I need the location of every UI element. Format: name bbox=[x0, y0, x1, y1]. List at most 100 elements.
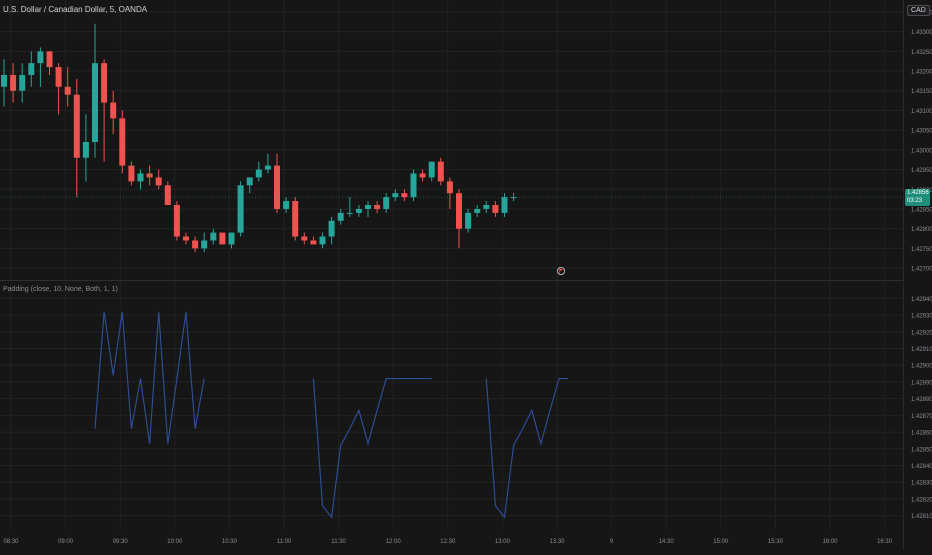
candle[interactable] bbox=[82, 114, 89, 182]
candle-body[interactable] bbox=[274, 165, 280, 209]
candle[interactable] bbox=[146, 165, 153, 186]
flag-circle-icon[interactable] bbox=[557, 266, 566, 275]
candle-body[interactable] bbox=[319, 236, 326, 245]
symbol-title[interactable]: U.S. Dollar / Canadian Dollar, 5, OANDA bbox=[3, 5, 148, 14]
candle-body[interactable] bbox=[310, 240, 317, 245]
padding-indicator-line[interactable] bbox=[485, 378, 569, 519]
candle-body[interactable] bbox=[428, 161, 435, 178]
candle-body[interactable] bbox=[474, 208, 481, 213]
candle-body[interactable] bbox=[237, 185, 244, 233]
candle[interactable] bbox=[456, 189, 462, 249]
candle-body[interactable] bbox=[465, 212, 472, 229]
candle[interactable] bbox=[219, 232, 226, 245]
candle-body[interactable] bbox=[192, 240, 199, 249]
candle[interactable] bbox=[228, 232, 235, 249]
candle[interactable] bbox=[55, 63, 62, 115]
candle[interactable] bbox=[237, 181, 244, 237]
candle[interactable] bbox=[19, 63, 26, 103]
candle[interactable] bbox=[173, 201, 180, 241]
candle[interactable] bbox=[128, 161, 135, 186]
candle[interactable] bbox=[483, 201, 490, 213]
candle[interactable] bbox=[374, 201, 381, 213]
candle[interactable] bbox=[73, 78, 80, 198]
candle-body[interactable] bbox=[46, 51, 53, 68]
candle-body[interactable] bbox=[501, 197, 508, 213]
candle[interactable] bbox=[192, 236, 199, 253]
candle-body[interactable] bbox=[173, 205, 180, 237]
candle[interactable] bbox=[164, 181, 171, 206]
candle[interactable] bbox=[246, 177, 253, 194]
candle-body[interactable] bbox=[101, 63, 108, 103]
padding-indicator-line[interactable] bbox=[312, 378, 432, 519]
candle[interactable] bbox=[155, 169, 162, 190]
candle[interactable] bbox=[292, 197, 299, 241]
candle-body[interactable] bbox=[82, 141, 89, 158]
candle-body[interactable] bbox=[155, 177, 162, 186]
candle-body[interactable] bbox=[328, 220, 335, 237]
candle[interactable] bbox=[101, 59, 108, 162]
candle[interactable] bbox=[337, 208, 344, 225]
candle-body[interactable] bbox=[301, 236, 308, 241]
candle[interactable] bbox=[474, 205, 481, 217]
candle-body[interactable] bbox=[492, 205, 499, 213]
candle-body[interactable] bbox=[337, 212, 344, 221]
candle-body[interactable] bbox=[510, 197, 517, 199]
candle[interactable] bbox=[274, 153, 280, 213]
candle[interactable] bbox=[183, 232, 189, 245]
candle[interactable] bbox=[319, 232, 326, 249]
candle[interactable] bbox=[283, 197, 290, 213]
candle-body[interactable] bbox=[456, 193, 462, 229]
candle-body[interactable] bbox=[10, 74, 17, 91]
candle-body[interactable] bbox=[119, 118, 126, 166]
candle[interactable] bbox=[201, 232, 208, 253]
candle[interactable] bbox=[37, 47, 44, 87]
candle[interactable] bbox=[346, 197, 353, 217]
candle[interactable] bbox=[264, 153, 271, 174]
candle[interactable] bbox=[28, 51, 35, 87]
candle[interactable] bbox=[328, 216, 335, 245]
candle-body[interactable] bbox=[483, 205, 490, 209]
candle[interactable] bbox=[401, 189, 408, 202]
candle-body[interactable] bbox=[392, 193, 399, 198]
candle-body[interactable] bbox=[164, 185, 171, 206]
indicator-title[interactable]: Padding (close, 10, None, Both, 1, 1) bbox=[3, 286, 118, 293]
candle[interactable] bbox=[110, 90, 117, 135]
candle-body[interactable] bbox=[410, 173, 417, 198]
candle[interactable] bbox=[428, 161, 435, 182]
candle-body[interactable] bbox=[210, 232, 217, 241]
candle[interactable] bbox=[310, 236, 317, 245]
candle-body[interactable] bbox=[64, 86, 71, 95]
candle-body[interactable] bbox=[37, 51, 44, 64]
candle[interactable] bbox=[255, 161, 262, 182]
candle[interactable] bbox=[446, 177, 453, 209]
candle[interactable] bbox=[119, 110, 126, 174]
currency-badge[interactable]: CAD bbox=[907, 5, 930, 16]
candle[interactable] bbox=[419, 169, 426, 182]
candle-body[interactable] bbox=[28, 63, 35, 75]
candle-body[interactable] bbox=[73, 94, 80, 158]
candle-body[interactable] bbox=[401, 193, 408, 198]
candle-body[interactable] bbox=[255, 169, 262, 178]
indicator-pane[interactable] bbox=[94, 311, 569, 519]
candle[interactable] bbox=[365, 201, 371, 217]
candle-body[interactable] bbox=[383, 197, 390, 209]
candle-body[interactable] bbox=[374, 205, 381, 209]
candle[interactable] bbox=[383, 193, 390, 213]
candle-body[interactable] bbox=[92, 63, 98, 142]
candle-body[interactable] bbox=[183, 236, 189, 241]
pane-separator[interactable] bbox=[0, 280, 903, 281]
candle[interactable] bbox=[10, 63, 17, 103]
candle-body[interactable] bbox=[355, 208, 362, 213]
candle-body[interactable] bbox=[219, 232, 226, 245]
candle[interactable] bbox=[392, 189, 399, 202]
candle-body[interactable] bbox=[283, 201, 290, 209]
candle[interactable] bbox=[46, 51, 53, 75]
candle-body[interactable] bbox=[128, 165, 135, 182]
candle-body[interactable] bbox=[446, 181, 453, 194]
candle-body[interactable] bbox=[55, 67, 62, 87]
candle-body[interactable] bbox=[246, 177, 253, 186]
candle-body[interactable] bbox=[365, 205, 371, 209]
candle-body[interactable] bbox=[346, 212, 353, 214]
